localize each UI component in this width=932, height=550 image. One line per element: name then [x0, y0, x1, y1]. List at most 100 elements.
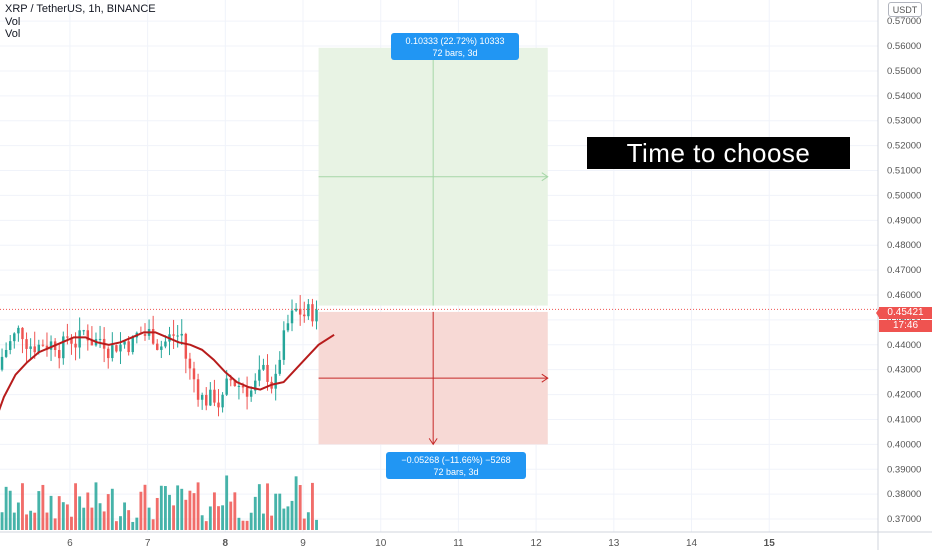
candle-body — [237, 385, 241, 387]
candle-body — [119, 344, 122, 352]
candle-body — [13, 333, 16, 342]
volume-bar — [176, 485, 180, 530]
y-tick-label: 0.39000 — [887, 464, 921, 475]
volume-bar — [106, 494, 110, 530]
volume-bar — [257, 484, 261, 530]
volume-bar — [180, 488, 184, 530]
currency-badge[interactable]: USDT — [888, 2, 922, 17]
volume-bar — [208, 506, 212, 530]
volume-bar — [139, 491, 143, 530]
y-tick-label: 0.40000 — [887, 439, 921, 450]
volume-bar — [274, 493, 278, 530]
volume-bar — [53, 518, 57, 530]
candle-body — [98, 338, 102, 340]
candle-body — [41, 344, 45, 346]
volume-label-1[interactable]: Vol — [5, 15, 21, 28]
volume-bar — [262, 513, 265, 530]
volume-bar — [229, 501, 233, 530]
volume-bar — [49, 495, 53, 530]
candle-body — [192, 368, 196, 380]
volume-bar — [8, 490, 12, 530]
volume-bar — [41, 484, 45, 530]
candle-body — [160, 346, 163, 350]
candle-body — [282, 330, 286, 360]
candle-body — [78, 330, 81, 348]
candle-body — [311, 304, 314, 322]
volume-bar — [168, 494, 171, 530]
candle-body — [221, 394, 224, 408]
candle-body — [107, 348, 110, 359]
volume-bar — [212, 492, 216, 530]
candle-body — [303, 314, 306, 317]
x-tick-label: 15 — [764, 538, 776, 549]
candle-body — [307, 304, 310, 317]
volume-bar — [65, 504, 69, 530]
volume-bar — [102, 511, 106, 530]
candle-body — [290, 310, 294, 324]
candle-body — [200, 394, 204, 400]
measure-label-down: −0.05268 (−11.66%) −5268 72 bars, 3d — [386, 452, 526, 479]
symbol-label[interactable]: XRP / TetherUS, 1h, BINANCE — [5, 3, 156, 15]
volume-bar — [188, 490, 192, 530]
volume-bar — [237, 517, 241, 530]
candle-body — [188, 358, 192, 369]
x-tick-label: 9 — [300, 538, 306, 549]
volume-bar — [233, 492, 237, 530]
volume-bar — [204, 521, 208, 530]
volume-bar — [110, 488, 114, 530]
y-tick-label: 0.37000 — [887, 514, 921, 525]
x-tick-label: 8 — [223, 538, 229, 549]
volume-bar — [151, 519, 155, 530]
candle-body — [37, 344, 41, 353]
volume-bar — [311, 482, 314, 530]
volume-bar — [131, 521, 135, 530]
volume-bar — [306, 512, 310, 530]
x-tick-label: 13 — [608, 538, 620, 549]
y-tick-label: 0.49000 — [887, 215, 921, 226]
volume-bar — [90, 507, 94, 530]
volume-bar — [270, 515, 274, 530]
volume-bar — [192, 493, 196, 530]
y-tick-label: 0.43000 — [887, 365, 921, 376]
candle-body — [225, 378, 228, 395]
volume-bar — [294, 476, 298, 530]
candle-body — [315, 309, 318, 322]
measure-up-change: 0.10333 (22.72%) 10333 — [405, 36, 505, 46]
volume-bar — [282, 508, 286, 530]
candle-body — [258, 369, 261, 381]
y-tick-label: 0.46000 — [887, 290, 921, 301]
volume-bar — [200, 515, 204, 530]
volume-label-2[interactable]: Vol — [5, 28, 21, 40]
volume-bar — [221, 505, 225, 530]
candle-body — [180, 333, 183, 336]
candle-body — [209, 389, 212, 406]
loss-arrow-right — [541, 373, 549, 383]
candle-body — [82, 330, 85, 332]
annotation-text[interactable]: Time to choose — [587, 137, 850, 169]
volume-bar — [114, 521, 118, 530]
candle-body — [274, 373, 277, 389]
y-tick-label: 0.54000 — [887, 91, 921, 102]
candle-body — [176, 335, 179, 337]
x-tick-label: 6 — [67, 538, 73, 549]
candle-body — [254, 380, 257, 391]
volume-bar — [143, 484, 147, 530]
volume-bar — [286, 506, 290, 530]
x-tick-label: 12 — [531, 538, 543, 549]
y-tick-label: 0.57000 — [887, 16, 921, 27]
candle-body — [66, 336, 69, 338]
candle-body — [266, 364, 269, 382]
candle-body — [249, 390, 253, 397]
candle-body — [90, 340, 94, 346]
candle-body — [241, 385, 245, 388]
candle-body — [286, 323, 290, 331]
y-tick-label: 0.44000 — [887, 340, 921, 351]
y-tick-label: 0.42000 — [887, 390, 921, 401]
y-tick-label: 0.52000 — [887, 141, 921, 152]
volume-bar — [184, 499, 188, 530]
candle-body — [86, 330, 90, 341]
volume-bar — [163, 486, 167, 530]
candle-body — [196, 379, 200, 400]
